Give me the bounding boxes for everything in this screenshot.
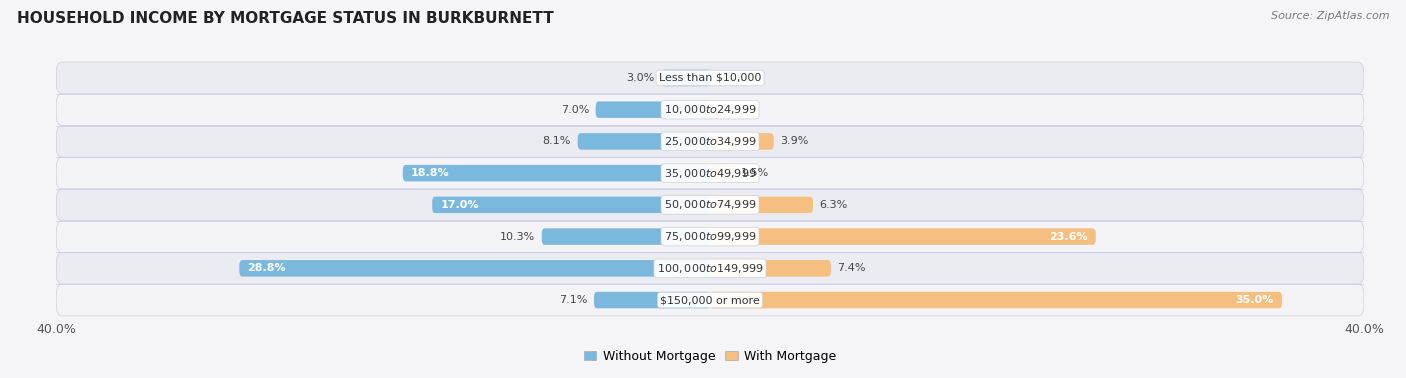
Text: 3.0%: 3.0% xyxy=(626,73,654,83)
FancyBboxPatch shape xyxy=(56,253,1364,284)
FancyBboxPatch shape xyxy=(710,165,734,181)
Text: Source: ZipAtlas.com: Source: ZipAtlas.com xyxy=(1271,11,1389,21)
Text: 17.0%: 17.0% xyxy=(440,200,479,210)
Text: $35,000 to $49,999: $35,000 to $49,999 xyxy=(664,167,756,180)
Text: 8.1%: 8.1% xyxy=(543,136,571,146)
FancyBboxPatch shape xyxy=(710,197,813,213)
Text: 28.8%: 28.8% xyxy=(247,263,285,273)
Legend: Without Mortgage, With Mortgage: Without Mortgage, With Mortgage xyxy=(579,345,841,368)
Text: $100,000 to $149,999: $100,000 to $149,999 xyxy=(657,262,763,275)
FancyBboxPatch shape xyxy=(402,165,710,181)
FancyBboxPatch shape xyxy=(56,157,1364,189)
FancyBboxPatch shape xyxy=(661,70,710,86)
Text: 23.6%: 23.6% xyxy=(1049,232,1088,242)
Text: 35.0%: 35.0% xyxy=(1236,295,1274,305)
FancyBboxPatch shape xyxy=(541,228,710,245)
FancyBboxPatch shape xyxy=(239,260,710,277)
Text: $150,000 or more: $150,000 or more xyxy=(661,295,759,305)
FancyBboxPatch shape xyxy=(56,125,1364,157)
Text: 7.0%: 7.0% xyxy=(561,105,589,115)
Text: $10,000 to $24,999: $10,000 to $24,999 xyxy=(664,103,756,116)
Text: 3.9%: 3.9% xyxy=(780,136,808,146)
FancyBboxPatch shape xyxy=(710,260,831,277)
Text: HOUSEHOLD INCOME BY MORTGAGE STATUS IN BURKBURNETT: HOUSEHOLD INCOME BY MORTGAGE STATUS IN B… xyxy=(17,11,554,26)
FancyBboxPatch shape xyxy=(710,228,1095,245)
Text: $75,000 to $99,999: $75,000 to $99,999 xyxy=(664,230,756,243)
FancyBboxPatch shape xyxy=(596,101,710,118)
Text: $50,000 to $74,999: $50,000 to $74,999 xyxy=(664,198,756,211)
Text: Less than $10,000: Less than $10,000 xyxy=(659,73,761,83)
FancyBboxPatch shape xyxy=(56,94,1364,125)
Text: 18.8%: 18.8% xyxy=(411,168,450,178)
Text: 7.1%: 7.1% xyxy=(560,295,588,305)
Text: 6.3%: 6.3% xyxy=(820,200,848,210)
FancyBboxPatch shape xyxy=(593,292,710,308)
FancyBboxPatch shape xyxy=(432,197,710,213)
FancyBboxPatch shape xyxy=(56,62,1364,94)
FancyBboxPatch shape xyxy=(710,133,773,150)
Text: 7.4%: 7.4% xyxy=(838,263,866,273)
FancyBboxPatch shape xyxy=(56,284,1364,316)
FancyBboxPatch shape xyxy=(710,292,1282,308)
FancyBboxPatch shape xyxy=(578,133,710,150)
Text: $25,000 to $34,999: $25,000 to $34,999 xyxy=(664,135,756,148)
Text: 10.3%: 10.3% xyxy=(501,232,536,242)
FancyBboxPatch shape xyxy=(56,189,1364,221)
FancyBboxPatch shape xyxy=(56,221,1364,253)
Text: 1.5%: 1.5% xyxy=(741,168,769,178)
